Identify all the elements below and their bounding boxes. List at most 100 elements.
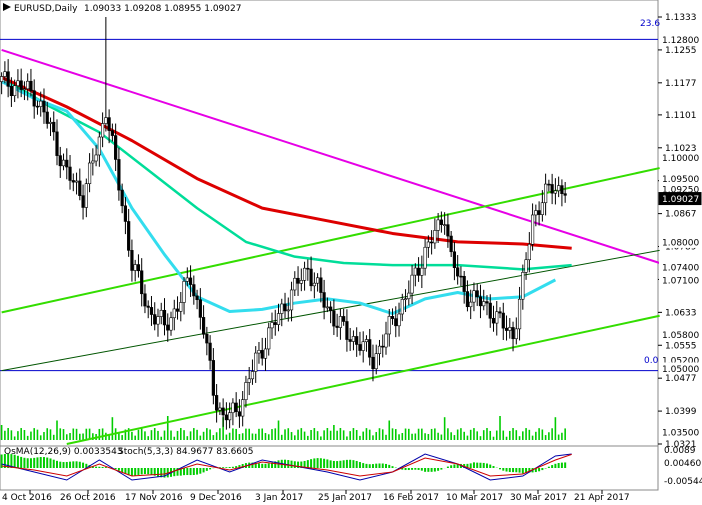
candle-body xyxy=(534,210,538,216)
price-tick-label: 1.0399 xyxy=(665,407,697,417)
trendline-magenta-resistance xyxy=(1,48,660,264)
candle-body xyxy=(410,274,414,294)
candle-body xyxy=(32,90,36,107)
candle-body xyxy=(22,88,27,91)
candle-body xyxy=(198,299,202,318)
candle-body xyxy=(527,243,531,261)
candle-body xyxy=(452,251,457,269)
candle-body xyxy=(234,402,238,413)
date-tick-label: 10 Mar 2017 xyxy=(446,493,503,503)
date-tick-label: 17 Nov 2016 xyxy=(125,493,183,503)
candle-body xyxy=(241,399,245,417)
candle-body xyxy=(329,306,333,312)
candle-body xyxy=(117,159,121,191)
candle-body xyxy=(228,412,232,421)
candle-body xyxy=(293,277,297,291)
candle-body xyxy=(325,306,329,309)
candle-body xyxy=(250,371,255,380)
fib-label-bottom: 0.0 xyxy=(644,356,659,366)
date-tick-label: 25 Jan 2017 xyxy=(318,493,372,503)
candle-body xyxy=(475,290,479,298)
candle-body xyxy=(469,301,473,308)
candle-body xyxy=(42,100,46,113)
candle-body xyxy=(260,350,264,359)
candle-body xyxy=(218,407,222,411)
candle-body xyxy=(338,316,343,328)
candle-body xyxy=(368,339,372,358)
date-tick-label: 4 Oct 2016 xyxy=(2,493,52,503)
candle-body xyxy=(16,80,20,87)
candle-body xyxy=(267,327,271,350)
candle-body xyxy=(537,210,541,215)
candle-body xyxy=(146,305,150,308)
candle-body xyxy=(322,292,326,308)
candle-body xyxy=(140,270,144,295)
candle-body xyxy=(397,313,401,327)
candle-body xyxy=(465,291,470,308)
candle-body xyxy=(488,302,492,319)
candle-body xyxy=(381,345,385,348)
price-level-box xyxy=(659,273,701,286)
price-level-label: 1.08000 xyxy=(662,238,699,248)
candle-body xyxy=(61,159,66,167)
subwindow-scale-mid: 0.00460 xyxy=(664,459,701,469)
stoch-signal-line xyxy=(1,453,572,477)
candle-body xyxy=(514,328,518,340)
price-tick-label: 1.0321 xyxy=(665,440,697,450)
date-tick-label: 3 Jan 2017 xyxy=(255,493,303,503)
candle-body xyxy=(9,86,14,96)
candle-body xyxy=(97,136,101,156)
candle-body xyxy=(182,281,186,303)
candle-body xyxy=(78,180,82,196)
candle-body xyxy=(374,353,378,370)
plot-frame xyxy=(0,0,659,491)
candle-body xyxy=(179,302,183,312)
candle-body xyxy=(273,322,277,325)
candle-body xyxy=(472,290,476,303)
candle-body xyxy=(501,312,505,329)
candle-body xyxy=(55,131,59,156)
candle-body xyxy=(540,202,544,215)
candle-body xyxy=(521,272,525,300)
candle-body xyxy=(26,80,30,90)
candle-body xyxy=(159,309,163,317)
price-level-label: 1.09027 xyxy=(662,195,699,205)
candle-body xyxy=(563,193,567,196)
candle-body xyxy=(107,117,111,131)
candle-body xyxy=(114,135,118,160)
price-tick-label: 1.1101 xyxy=(665,111,697,121)
candle-body xyxy=(81,195,85,208)
price-tick-label: 1.1023 xyxy=(665,144,697,154)
candle-body xyxy=(345,321,349,340)
subwindow-scale-bottom: -0.00544 xyxy=(664,477,702,487)
price-level-box xyxy=(659,33,701,46)
price-tick-label: 1.0555 xyxy=(665,341,697,351)
candle-body xyxy=(423,246,427,269)
price-level-label: 1.07400 xyxy=(662,264,699,274)
candle-body xyxy=(215,395,219,411)
price-level-box xyxy=(659,425,701,438)
price-level-label: 1.05800 xyxy=(662,331,699,341)
candle-body xyxy=(205,333,209,344)
candle-body xyxy=(557,185,561,192)
candle-body xyxy=(143,293,147,307)
candle-body xyxy=(6,71,10,87)
indicator-subwindow xyxy=(0,453,572,481)
candle-body xyxy=(491,317,496,324)
candle-body xyxy=(254,352,258,372)
candle-body xyxy=(358,344,362,351)
candle-body xyxy=(13,85,17,96)
candle-body xyxy=(299,280,303,284)
candle-body xyxy=(296,277,300,284)
grid-layer xyxy=(0,0,659,491)
collapse-arrow-icon[interactable] xyxy=(3,3,11,11)
trendline-green-channel-upper xyxy=(1,167,660,314)
price-level-box xyxy=(659,362,701,375)
price-level-label: 1.10000 xyxy=(662,154,699,164)
candle-body xyxy=(361,341,365,351)
candle-body xyxy=(462,275,466,292)
candle-body xyxy=(319,277,323,293)
candle-body xyxy=(58,155,62,167)
candle-body xyxy=(400,299,404,315)
